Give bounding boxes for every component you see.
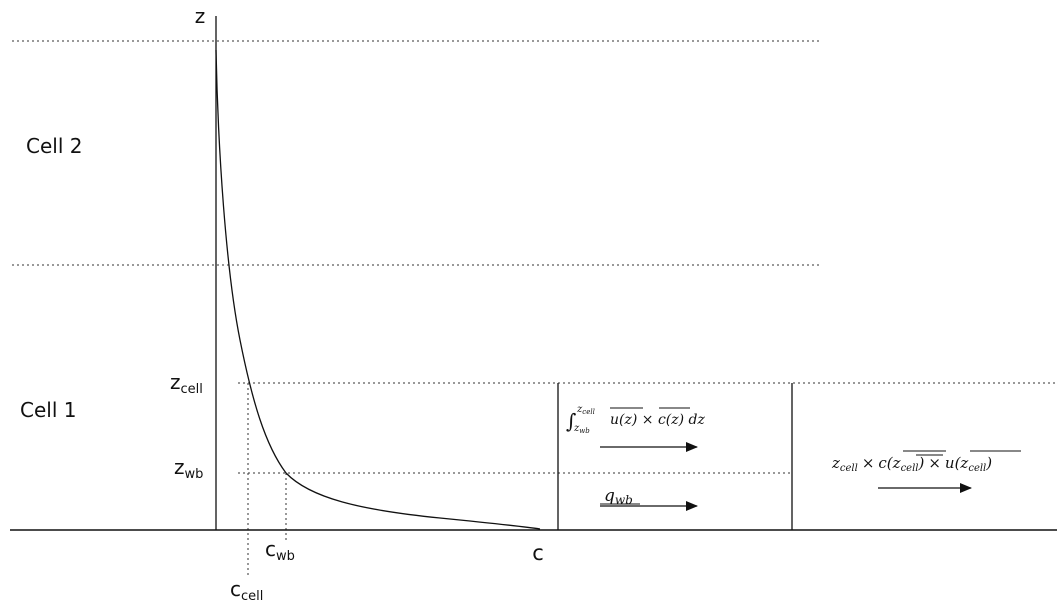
c-axis-label: c [532, 541, 544, 565]
z-wb-label: zwb [174, 455, 203, 482]
c-wb-label: cwb [265, 537, 295, 564]
integral-integrand: u(z) × c(z) dz [610, 412, 706, 428]
integral-sign: ∫ [566, 409, 576, 433]
product-flux-formula: zcell × c(zcell) × u(zcell) [831, 450, 1021, 474]
z-cell-label: zcell [170, 370, 203, 397]
integral-upper-limit: zcell [576, 404, 595, 416]
integral-flux-formula: ∫ zcell zwb u(z) × c(z) dz [566, 404, 706, 435]
cell2-label: Cell 2 [26, 134, 82, 158]
c-cell-label: ccell [230, 577, 263, 604]
q-wb-formula: qwb [600, 486, 640, 507]
svg-text:qwb: qwb [604, 486, 633, 507]
concentration-profile-curve [215, 49, 541, 530]
integral-lower-limit: zwb [573, 423, 590, 435]
svg-text:zcell×c(zcell)×u(zcell): zcell × c(zcell) × u(zcell) [831, 454, 992, 474]
z-axis-label: z [195, 4, 206, 28]
cell1-label: Cell 1 [20, 398, 76, 422]
